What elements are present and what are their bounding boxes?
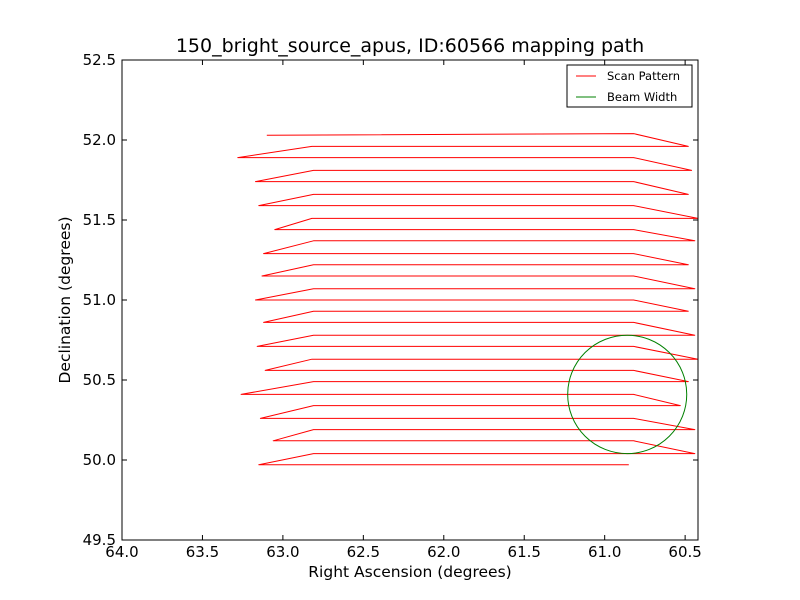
y-tick-label: 52.5	[83, 51, 116, 69]
y-axis-label: Declination (degrees)	[56, 216, 74, 383]
y-tick-label: 50.0	[83, 451, 116, 469]
x-tick-label: 62.0	[427, 543, 460, 561]
x-tick-label: 61.0	[588, 543, 621, 561]
x-tick-label: 64.0	[105, 543, 138, 561]
legend: Scan Pattern Beam Width	[566, 64, 693, 108]
x-axis-label: Right Ascension (degrees)	[308, 563, 511, 581]
axis-ticks: 64.0 63.5 63.0 62.5 62.0 61.5 61.0 60.5 49.5 50.0…	[83, 51, 702, 561]
beam-width-circle	[567, 334, 688, 455]
y-tick-label: 51.0	[83, 291, 116, 309]
x-tick-label: 63.0	[266, 543, 299, 561]
chart-title: 150_bright_source_apus, ID:60566 mapping…	[176, 35, 644, 57]
y-tick-label: 51.5	[83, 211, 116, 229]
legend-label: Beam Width	[607, 90, 677, 104]
plot-area	[121, 59, 699, 541]
y-tick-label: 49.5	[83, 531, 116, 549]
legend-box	[566, 64, 693, 108]
scan-pattern-line	[237, 133, 698, 466]
x-tick-label: 62.5	[347, 543, 380, 561]
x-tick-label: 61.5	[508, 543, 541, 561]
x-tick-label: 63.5	[186, 543, 219, 561]
y-tick-label: 52.0	[83, 131, 116, 149]
legend-label: Scan Pattern	[607, 69, 680, 83]
y-tick-label: 50.5	[83, 371, 116, 389]
x-tick-label: 60.5	[668, 543, 701, 561]
plot-content	[237, 133, 698, 466]
